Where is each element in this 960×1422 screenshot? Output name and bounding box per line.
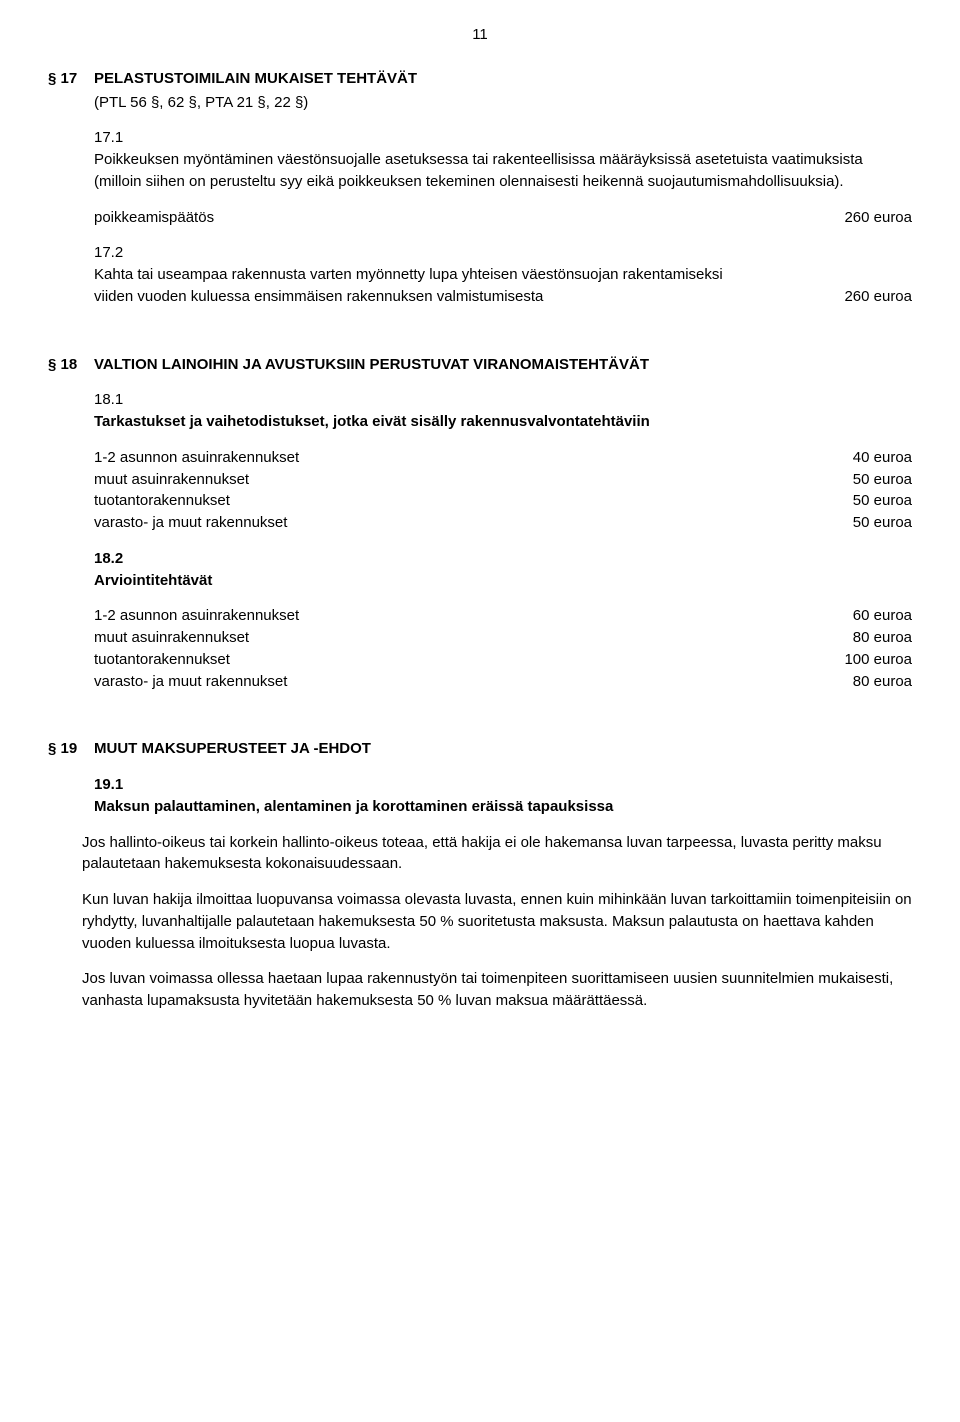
page-number: 11 [48,24,912,46]
section-19-1-num: 19.1 [94,774,912,796]
row-value: 60 euroa [802,605,912,627]
section-19-title: MUUT MAKSUPERUSTEET JA -EHDOT [94,738,371,760]
row-value: 50 euroa [802,490,912,512]
section-18-1-title: Tarkastukset ja vaihetodistukset, jotka … [94,411,912,433]
table-row: 1-2 asunnon asuinrakennukset 40 euroa [94,447,912,469]
section-19-para-1: Jos hallinto-oikeus tai korkein hallinto… [82,832,912,876]
row-value: 40 euroa [802,447,912,469]
section-17-2-text: Kahta tai useampaa rakennusta varten myö… [94,264,754,308]
row-label: tuotantorakennukset [94,649,250,671]
section-17-heading: § 17 PELASTUSTOIMILAIN MUKAISET TEHTÄVÄT [48,68,912,90]
table-row: tuotantorakennukset 50 euroa [94,490,912,512]
section-17-1-text: Poikkeuksen myöntäminen väestönsuojalle … [94,149,912,193]
section-17-2: 17.2 Kahta tai useampaa rakennusta varte… [94,242,912,307]
section-18-heading: § 18 VALTION LAINOIHIN JA AVUSTUKSIIN PE… [48,354,912,376]
section-18-2-num: 18.2 [94,548,912,570]
row-value: 260 euroa [802,286,912,308]
table-row: varasto- ja muut rakennukset 80 euroa [94,671,912,693]
row-label: muut asuinrakennukset [94,627,269,649]
section-19-num: § 19 [48,738,94,760]
section-17-1: 17.1 Poikkeuksen myöntäminen väestönsuoj… [94,127,912,192]
row-label: 1-2 asunnon asuinrakennukset [94,447,319,469]
section-17-ref: (PTL 56 §, 62 §, PTA 21 §, 22 §) [94,92,912,114]
row-label: tuotantorakennukset [94,490,250,512]
table-row: 1-2 asunnon asuinrakennukset 60 euroa [94,605,912,627]
section-18-num: § 18 [48,354,94,376]
section-17: § 17 PELASTUSTOIMILAIN MUKAISET TEHTÄVÄT… [48,68,912,308]
row-label: 1-2 asunnon asuinrakennukset [94,605,319,627]
section-19-heading: § 19 MUUT MAKSUPERUSTEET JA -EHDOT [48,738,912,760]
section-19-1-title: Maksun palauttaminen, alentaminen ja kor… [94,796,912,818]
section-19-1-head: 19.1 Maksun palauttaminen, alentaminen j… [94,774,912,818]
row-label: muut asuinrakennukset [94,469,269,491]
row-value: 80 euroa [802,627,912,649]
row-value: 100 euroa [802,649,912,671]
section-17-num: § 17 [48,68,94,90]
section-19: § 19 MUUT MAKSUPERUSTEET JA -EHDOT 19.1 … [48,738,912,1012]
row-value: 260 euroa [802,207,912,229]
row-value: 50 euroa [802,469,912,491]
row-label: poikkeamispäätös [94,207,234,229]
section-19-para-2: Kun luvan hakija ilmoittaa luopuvansa vo… [82,889,912,954]
section-17-title: PELASTUSTOIMILAIN MUKAISET TEHTÄVÄT [94,68,417,90]
section-18-1-num: 18.1 [94,389,912,411]
table-row: tuotantorakennukset 100 euroa [94,649,912,671]
section-17-2-num: 17.2 [94,242,912,264]
table-row: varasto- ja muut rakennukset 50 euroa [94,512,912,534]
section-18-2-head: 18.2 Arviointitehtävät [94,548,912,592]
section-18: § 18 VALTION LAINOIHIN JA AVUSTUKSIIN PE… [48,354,912,693]
row-label: varasto- ja muut rakennukset [94,671,307,693]
row-value: 50 euroa [802,512,912,534]
section-18-1-head: 18.1 Tarkastukset ja vaihetodistukset, j… [94,389,912,433]
table-row: muut asuinrakennukset 80 euroa [94,627,912,649]
row-label: varasto- ja muut rakennukset [94,512,307,534]
section-17-1-row: poikkeamispäätös 260 euroa [94,207,912,229]
section-19-para-3: Jos luvan voimassa ollessa haetaan lupaa… [82,968,912,1012]
section-18-2-title: Arviointitehtävät [94,570,912,592]
section-18-title: VALTION LAINOIHIN JA AVUSTUKSIIN PERUSTU… [94,354,649,376]
table-row: muut asuinrakennukset 50 euroa [94,469,912,491]
row-value: 80 euroa [802,671,912,693]
section-17-1-num: 17.1 [94,127,912,149]
